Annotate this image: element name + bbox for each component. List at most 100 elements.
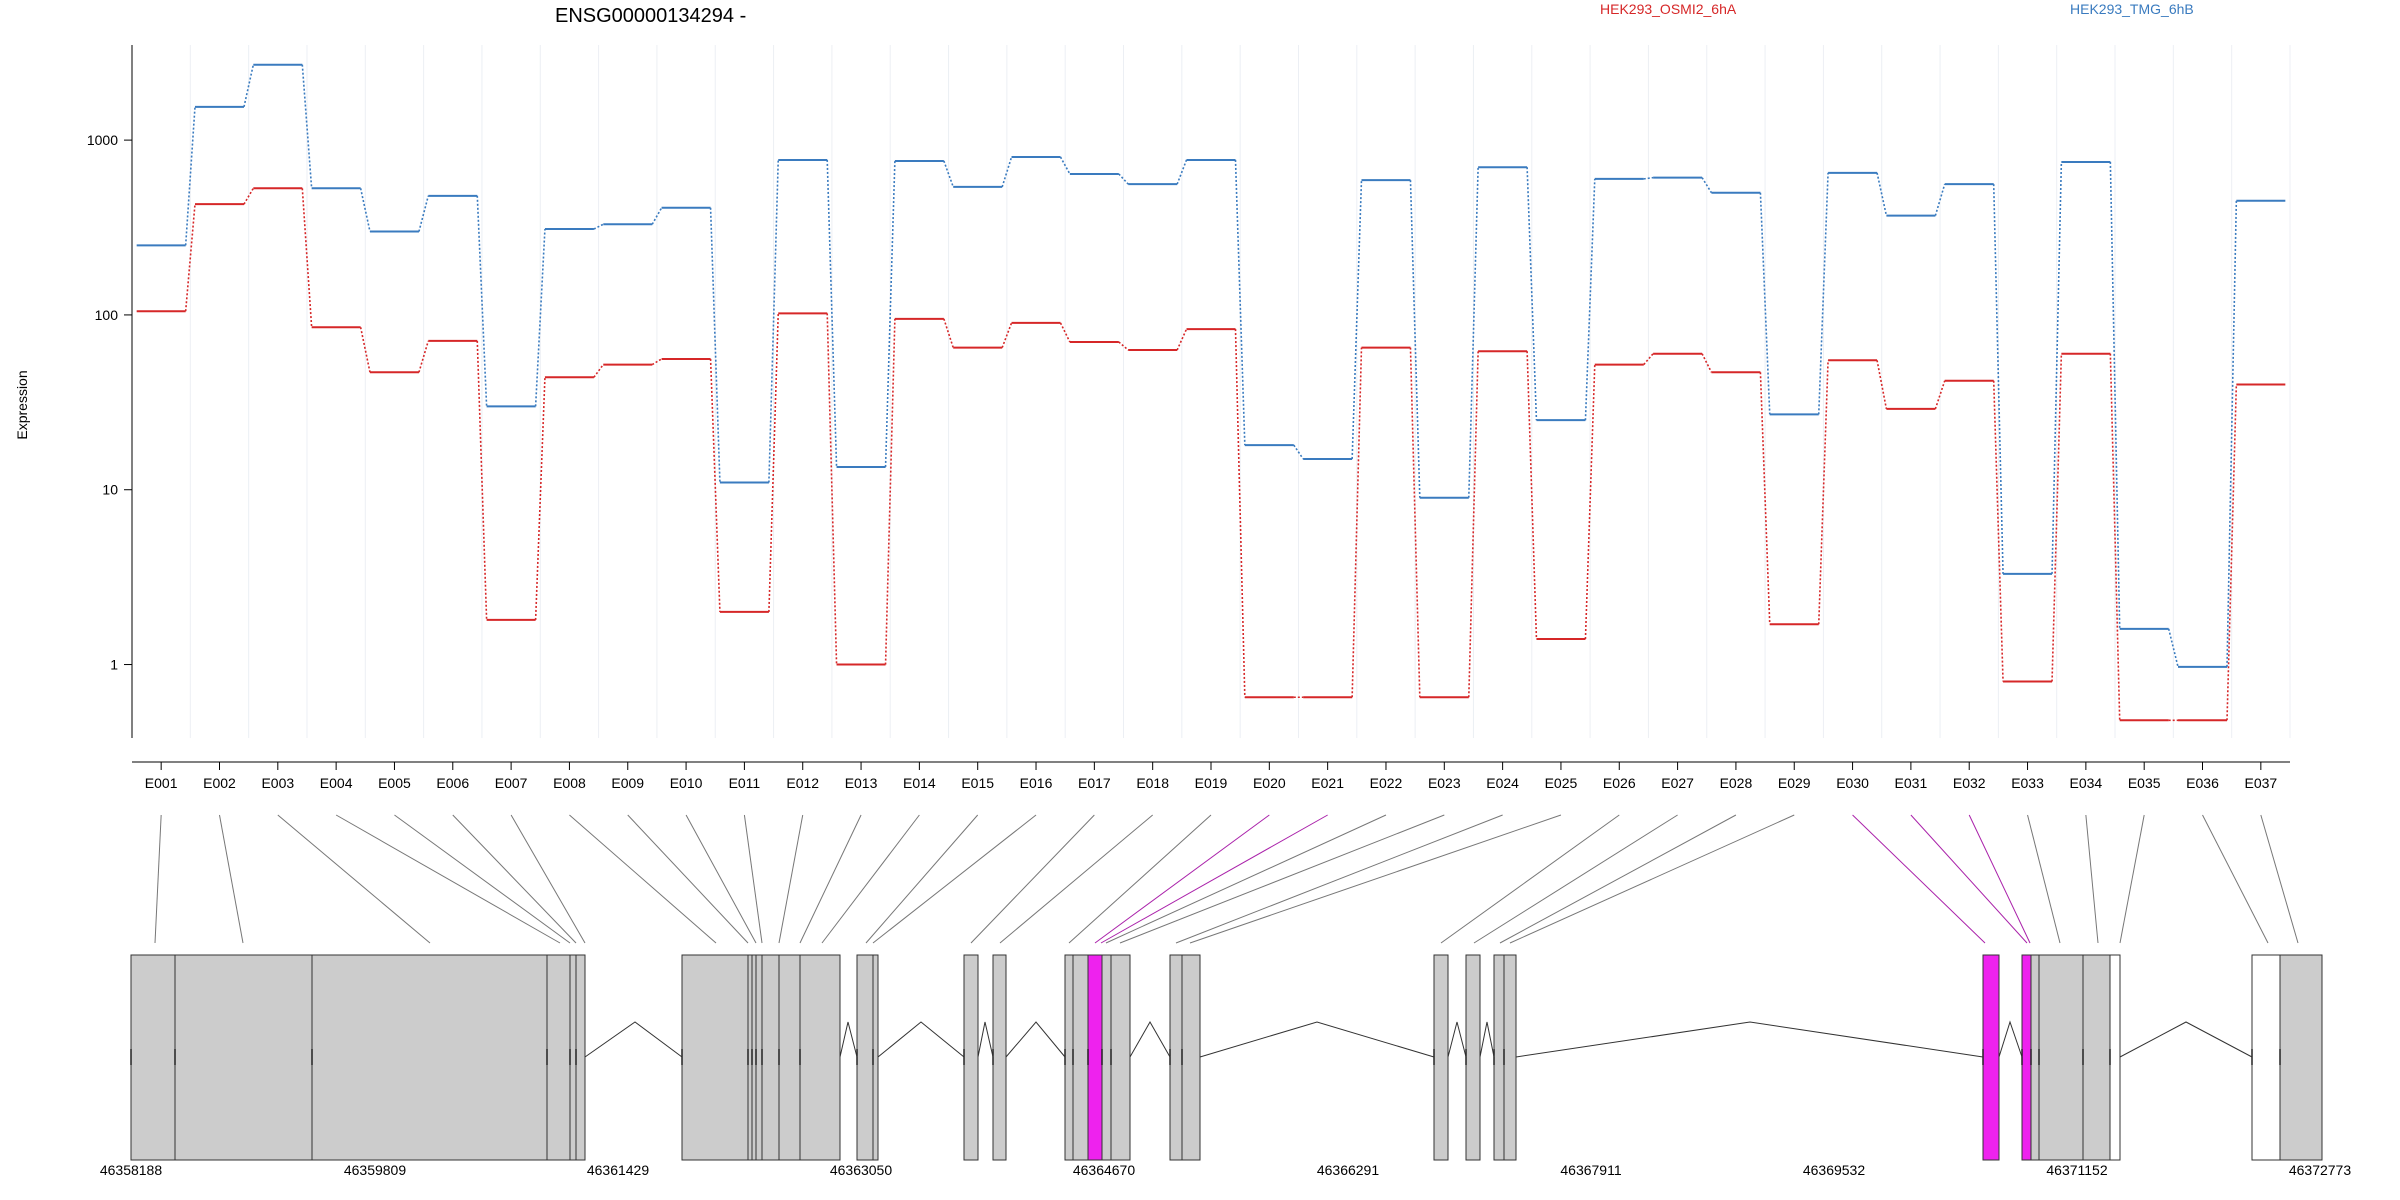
intron-line (1479, 1021, 1495, 1058)
exon-box (1503, 954, 1517, 1161)
x-tick-label: E013 (845, 775, 878, 791)
x-tick-labels: E001 E002 E003 E004 E005 E006 E007 E008 E009 E010… (145, 775, 2278, 791)
exon-box (761, 954, 780, 1161)
x-tick-label: E018 (1136, 775, 1169, 791)
series-connector (184, 106, 196, 246)
exon-box (2021, 954, 2032, 1161)
exon-connector (1119, 814, 1445, 944)
gridlines (131, 45, 2291, 738)
exon-box (546, 954, 571, 1161)
x-tick-label: E029 (1778, 775, 1811, 791)
exon-box (575, 954, 586, 1161)
series-connector (1001, 156, 1013, 188)
exon-box (1433, 954, 1449, 1161)
exon-box (1982, 954, 2000, 1161)
exon-connector (1068, 814, 1212, 944)
series-connector (1701, 177, 1713, 194)
series-connector (884, 318, 896, 665)
series-connector (301, 188, 313, 328)
x-tick-label: E037 (2244, 775, 2277, 791)
series-connector (1176, 159, 1188, 185)
intron-line (1447, 1021, 1467, 1058)
intron-line (1199, 1021, 1435, 1058)
exon-connector (999, 814, 1153, 944)
intron-line (1129, 1020, 1171, 1058)
exon-connector (970, 814, 1095, 944)
intron-line (839, 1021, 858, 1058)
x-tick-label: E008 (553, 775, 586, 791)
exon-connector (685, 814, 757, 944)
series-connector (768, 313, 780, 612)
exon-connector (569, 814, 717, 944)
exon-connector (743, 814, 763, 944)
exon-connector (1100, 814, 1328, 944)
exon-connector (2119, 814, 2145, 944)
exon-connector (335, 814, 561, 944)
x-tick-label: E025 (1545, 775, 1578, 791)
intron-line (877, 1021, 965, 1058)
series-connector (1817, 172, 1829, 415)
x-tick-label: E021 (1311, 775, 1344, 791)
exon-connector (394, 814, 571, 944)
x-tick-label: E030 (1836, 775, 1869, 791)
series-connector (1351, 180, 1363, 459)
exon-box (2038, 954, 2084, 1161)
exon-box (2279, 954, 2323, 1161)
series-connector (1643, 176, 1654, 180)
x-tick-label: E007 (495, 775, 528, 791)
exon-box (1493, 954, 1505, 1161)
exon-box (2251, 954, 2281, 1161)
series-connector (476, 195, 488, 407)
axes: 1 10 100 1000 (87, 45, 2290, 770)
exon-box (130, 954, 176, 1161)
exon-box (1181, 954, 1201, 1161)
y-tick-label: 10 (102, 482, 118, 498)
x-tick-label: E023 (1428, 775, 1461, 791)
exon-connector (277, 814, 431, 944)
legend-osmi2: HEK293_OSMI2_6hA (1600, 1, 1737, 17)
exon-box (799, 954, 841, 1161)
x-tick-label: E004 (320, 775, 353, 791)
x-tick-label: E031 (1895, 775, 1928, 791)
exon-box (311, 954, 548, 1161)
exon-connector (2085, 814, 2099, 944)
series-connector (1234, 329, 1246, 698)
series-connector (826, 313, 838, 665)
coordinate-label: 46359809 (344, 1162, 407, 1178)
series-connector (826, 159, 838, 467)
exon-box (856, 954, 874, 1161)
exon-box (1110, 954, 1131, 1161)
coordinate-label: 46372773 (2289, 1162, 2352, 1178)
coordinate-label: 46364670 (1073, 1162, 1136, 1178)
y-tick-label: 1 (110, 657, 118, 673)
x-tick-label: E006 (436, 775, 469, 791)
x-tick-label: E012 (786, 775, 819, 791)
series-connector (1992, 184, 2004, 574)
intron-line (2119, 1021, 2253, 1058)
x-tick-label: E002 (203, 775, 236, 791)
x-tick-label: E027 (1661, 775, 1694, 791)
exon-connector (865, 814, 979, 944)
exon-connector (1968, 814, 2031, 944)
coordinate-label: 46358188 (100, 1162, 163, 1178)
x-tick-label: E014 (903, 775, 936, 791)
exon-box (1465, 954, 1481, 1161)
exon-connector (1852, 814, 1986, 944)
x-tick-label: E015 (961, 775, 994, 791)
x-tick-label: E034 (2070, 775, 2103, 791)
exon-connectors (154, 814, 2299, 944)
coordinate-label: 46361429 (587, 1162, 650, 1178)
exon-connector (627, 814, 749, 944)
exon-connector (872, 814, 1037, 944)
series-connector (1876, 360, 1888, 410)
series-connector (593, 364, 604, 378)
exon-box (963, 954, 979, 1161)
exon-connector (2027, 814, 2061, 944)
exon-connector (1175, 814, 1503, 944)
coordinate-label: 46366291 (1317, 1162, 1380, 1178)
y-tick-label: 100 (95, 307, 119, 323)
series-connector (1584, 364, 1596, 640)
gene-model (130, 954, 2323, 1161)
y-axis-label: Expression (14, 370, 30, 439)
